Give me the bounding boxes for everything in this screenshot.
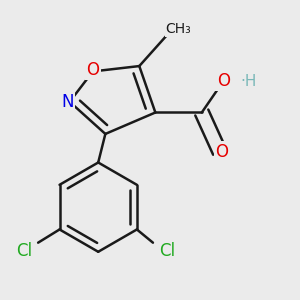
Text: Cl: Cl bbox=[16, 242, 32, 260]
Text: O: O bbox=[215, 143, 228, 161]
Text: O: O bbox=[86, 61, 99, 79]
Text: Cl: Cl bbox=[159, 242, 175, 260]
Text: O: O bbox=[217, 72, 230, 90]
Text: N: N bbox=[61, 93, 74, 111]
Text: CH₃: CH₃ bbox=[166, 22, 191, 36]
Text: ·H: ·H bbox=[240, 74, 256, 88]
